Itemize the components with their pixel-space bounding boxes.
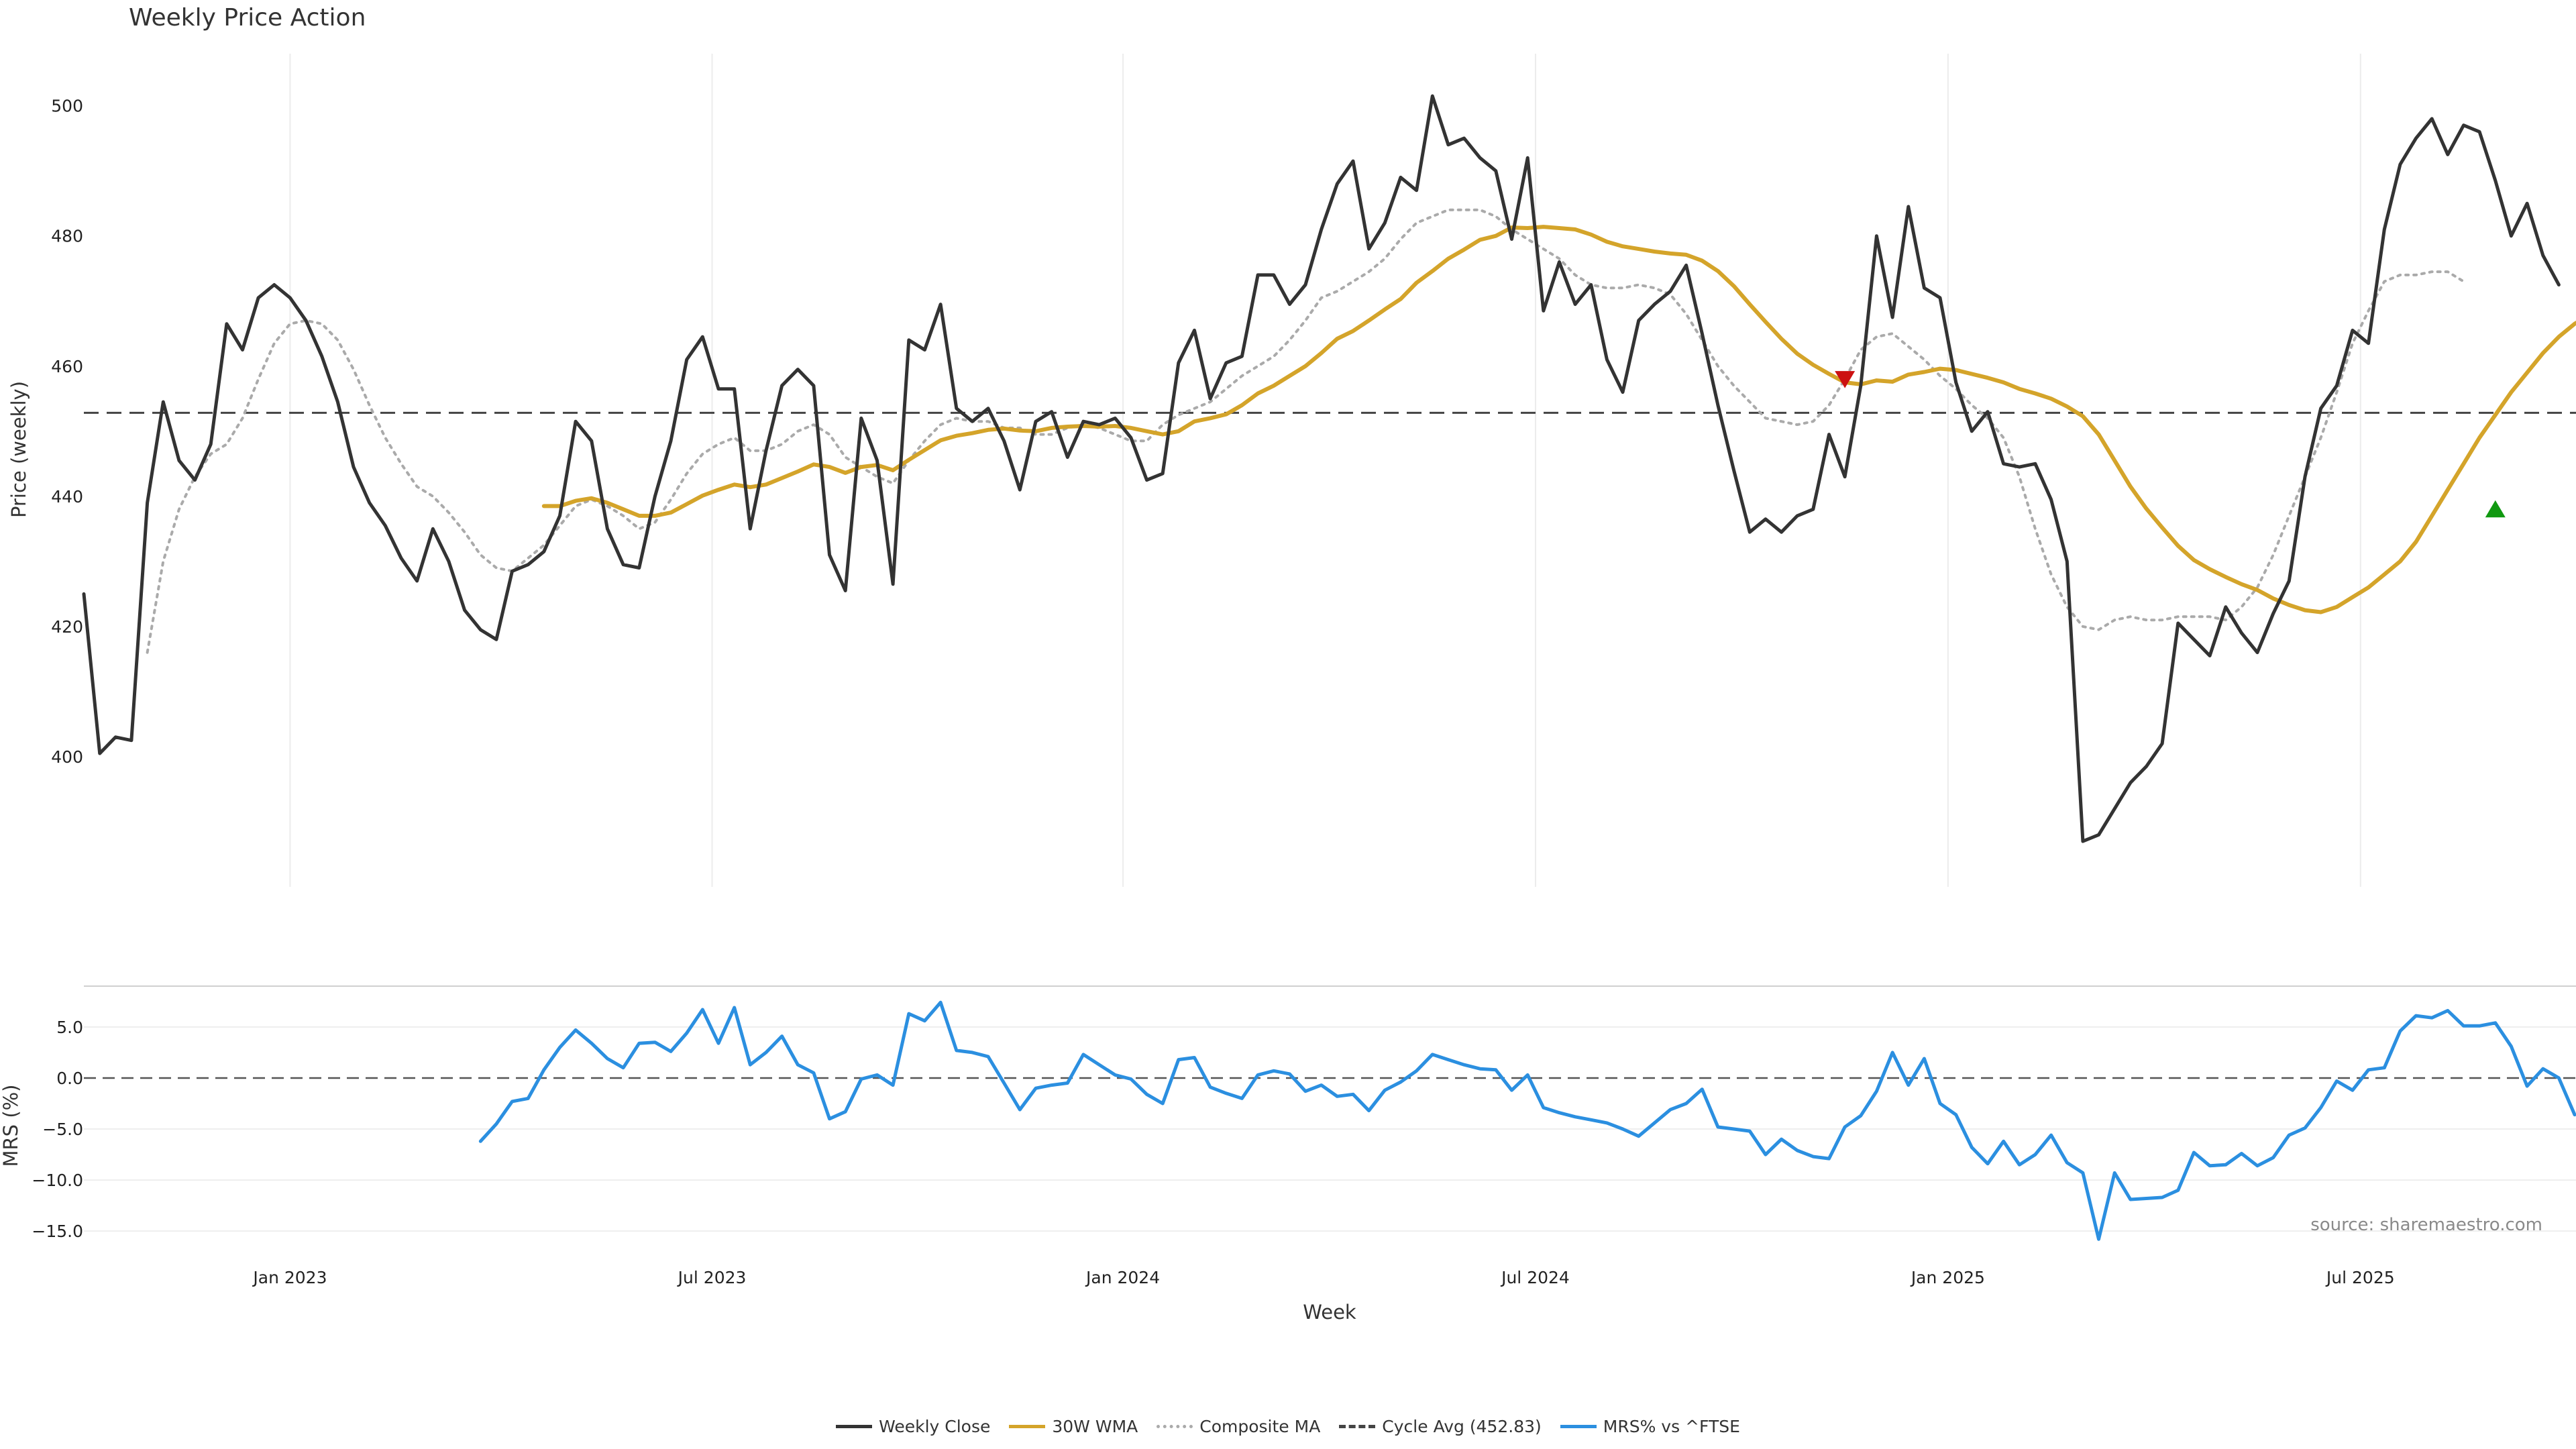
x-tick-label: Jan 2025 — [1910, 1268, 1985, 1287]
legend-label-weekly-close: Weekly Close — [879, 1417, 991, 1436]
mrs-line — [478, 1000, 2576, 1241]
legend-swatch-cycle-avg — [1339, 1425, 1376, 1428]
x-axis-label: Week — [1303, 1301, 1356, 1324]
price-y-tick-label: 500 — [51, 97, 83, 116]
buy-signal-marker — [2485, 500, 2506, 518]
legend-label-mrs: MRS% vs ^FTSE — [1603, 1417, 1740, 1436]
legend-swatch-mrs — [1560, 1425, 1597, 1428]
price-y-tick-label: 420 — [51, 617, 83, 637]
wma-30w-line — [541, 225, 2576, 614]
source-label: source: sharemaestro.com — [2310, 1215, 2542, 1235]
mrs-gridlines — [84, 1026, 2576, 1232]
legend-swatch-composite-ma — [1157, 1425, 1193, 1428]
x-tick-label: Jan 2024 — [1085, 1268, 1160, 1287]
mrs-y-tick-label: 0.0 — [56, 1069, 83, 1088]
legend-swatch-wma — [1009, 1425, 1046, 1428]
legend-label-composite-ma: Composite MA — [1199, 1417, 1321, 1436]
x-tick-label: Jul 2024 — [1500, 1268, 1570, 1287]
price-gridlines — [289, 54, 2361, 887]
legend-item-weekly-close: Weekly Close — [836, 1417, 990, 1436]
mrs-y-tick-label: −5.0 — [42, 1120, 83, 1139]
mrs-y-tick-label: −15.0 — [32, 1222, 83, 1241]
mrs-y-tick-label: −10.0 — [32, 1171, 83, 1190]
chart-title: Weekly Price Action — [129, 4, 366, 32]
price-y-tick-label: 460 — [51, 357, 83, 376]
x-tick-label: Jul 2025 — [2325, 1268, 2395, 1287]
legend-item-wma: 30W WMA — [1009, 1417, 1138, 1436]
legend-label-wma: 30W WMA — [1052, 1417, 1138, 1436]
legend-swatch-weekly-close — [836, 1425, 873, 1428]
price-y-tick-label: 440 — [51, 487, 83, 506]
legend-item-mrs: MRS% vs ^FTSE — [1560, 1417, 1740, 1436]
legend-item-cycle-avg: Cycle Avg (452.83) — [1339, 1417, 1542, 1436]
signal-markers — [1835, 371, 2506, 518]
mrs-y-ticks: 5.0 0.0 −5.0 −10.0 −15.0 — [32, 1018, 83, 1241]
weekly-close-line — [82, 94, 2561, 843]
chart-legend: Weekly Close 30W WMA Composite MA Cycle … — [0, 1417, 2576, 1436]
series-lines — [82, 94, 2576, 1241]
x-axis-ticks: Jan 2023 Jul 2023 Jan 2024 Jul 2024 Jan 2025… — [252, 1268, 2394, 1287]
sell-signal-marker — [1835, 371, 1856, 388]
composite-ma-line — [146, 208, 2465, 654]
mrs-y-tick-label: 5.0 — [56, 1018, 83, 1037]
mrs-y-axis-label: MRS (%) — [0, 1085, 22, 1167]
x-tick-label: Jan 2023 — [252, 1268, 327, 1287]
legend-item-composite-ma: Composite MA — [1157, 1417, 1320, 1436]
x-tick-label: Jul 2023 — [677, 1268, 747, 1287]
price-y-axis-label: Price (weekly) — [7, 381, 30, 518]
price-y-tick-label: 480 — [51, 227, 83, 246]
legend-label-cycle-avg: Cycle Avg (452.83) — [1382, 1417, 1542, 1436]
price-y-tick-label: 400 — [51, 747, 83, 767]
price-y-ticks: 400 420 440 460 480 500 — [51, 97, 83, 767]
